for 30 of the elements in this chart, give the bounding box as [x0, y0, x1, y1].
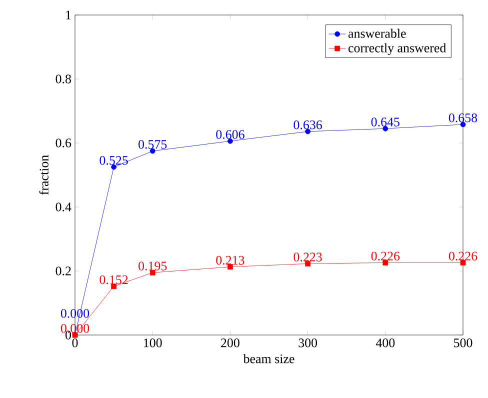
data-label: 0.213 — [216, 256, 244, 265]
data-label: 0.645 — [371, 118, 400, 126]
data-label: 0.575 — [138, 140, 167, 149]
data-label: 0.226 — [448, 252, 478, 260]
data-label: 0.000 — [60, 324, 90, 333]
x-axis-title: beam size — [243, 354, 294, 364]
data-label: 0.525 — [100, 156, 128, 165]
x-tick-label: 100 — [144, 338, 162, 348]
data-label: 0.000 — [60, 309, 90, 318]
y-tick-label: 0.8 — [56, 74, 71, 84]
y-tick-label: 0.2 — [56, 266, 71, 276]
y-tick-label: 1 — [66, 10, 71, 20]
data-label: 0.152 — [100, 275, 128, 284]
x-tick-label: 200 — [221, 338, 240, 348]
y-axis-title: fraction — [39, 155, 48, 195]
x-tick-label: 400 — [376, 338, 395, 348]
x-tick-label: 0 — [72, 338, 78, 348]
x-tick-label: 500 — [454, 338, 472, 348]
x-tick-label: 300 — [298, 338, 318, 348]
y-tick-label: 0 — [66, 330, 71, 340]
data-label: 0.226 — [371, 252, 400, 260]
y-tick-label: 0.4 — [56, 202, 72, 212]
data-label: 0.606 — [216, 130, 244, 139]
y-tick-label: 0.6 — [56, 138, 72, 148]
data-label: 0.223 — [294, 252, 322, 262]
data-label: 0.195 — [138, 262, 167, 270]
data-label: 0.636 — [294, 120, 322, 130]
data-label: 0.658 — [448, 113, 478, 122]
legend-label: correctly answered — [348, 43, 446, 56]
legend-label: answerable — [348, 28, 406, 38]
